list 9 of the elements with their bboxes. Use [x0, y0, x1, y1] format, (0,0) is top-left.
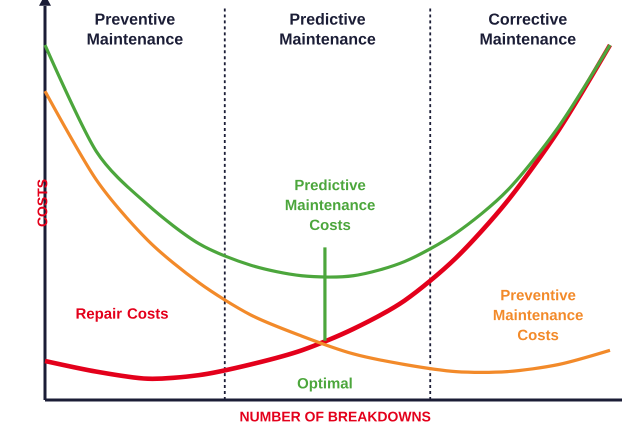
text: Predictive Maintenance Costs — [286, 179, 375, 230]
text: Repair Costs — [76, 308, 168, 322]
y-axis-title: COSTS — [37, 179, 48, 226]
text: Predictive Maintenance — [280, 13, 376, 45]
x-axis-title: NUMBER OF BREAKDOWNS — [240, 412, 430, 422]
annotation: Optimal — [298, 378, 352, 392]
text: Preventive Maintenance — [88, 13, 183, 45]
text: Corrective Maintenance — [480, 13, 576, 45]
series-label: Preventive Maintenance Costs — [494, 289, 583, 340]
